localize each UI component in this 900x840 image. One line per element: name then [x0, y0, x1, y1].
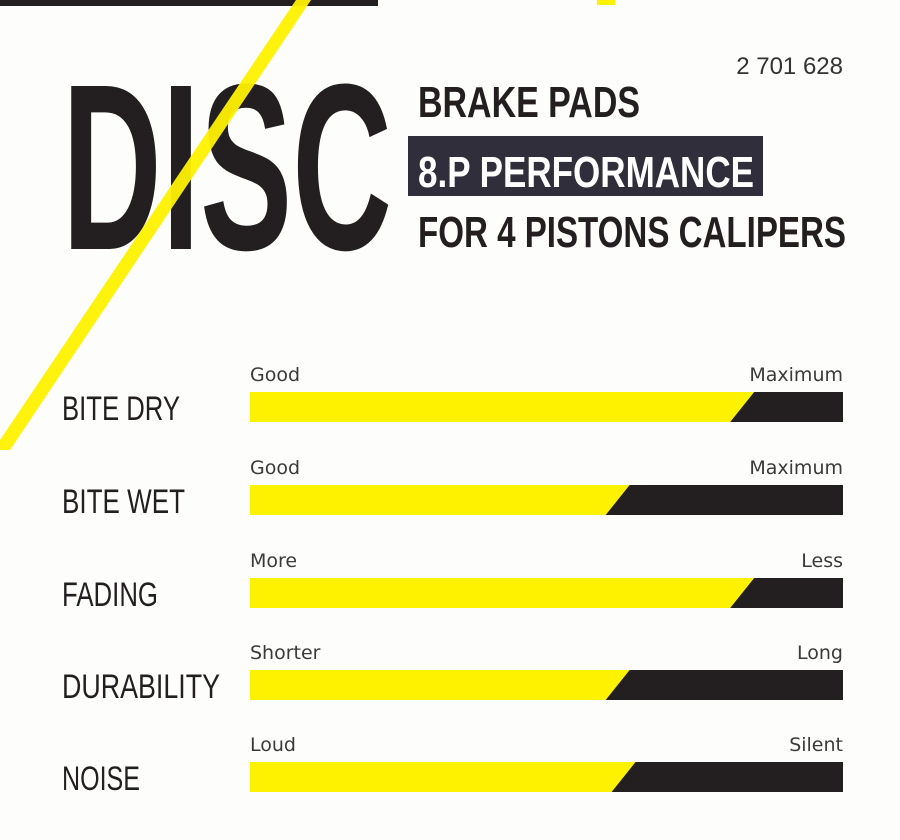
- scale-high-label-durability: Long: [797, 642, 843, 664]
- bar-value-fading: [730, 578, 843, 608]
- category-label-bite-wet: BITE WET: [62, 483, 185, 521]
- scale-low-label-fading: More: [250, 550, 298, 572]
- bar-value-durability: [605, 670, 843, 700]
- scale-low-label-bite-dry: Good: [250, 364, 301, 386]
- title-line-1: BRAKE PADS: [418, 78, 640, 127]
- top-yellow-mark: [597, 0, 615, 5]
- scale-high-label-bite-wet: Maximum: [749, 457, 843, 479]
- scale-high-label-fading: Less: [801, 550, 843, 572]
- category-label-durability: DURABILITY: [62, 668, 220, 706]
- scale-low-label-noise: Loud: [250, 734, 296, 756]
- category-label-noise: NOISE: [62, 760, 140, 798]
- scale-low-label-bite-wet: Good: [250, 457, 301, 479]
- title-line-2: 8.P PERFORMANCE: [418, 148, 754, 197]
- top-black-strip: [0, 0, 378, 6]
- highlight-box: [408, 136, 763, 196]
- category-label-fading: FADING: [62, 576, 158, 614]
- bar-value-bite-wet: [605, 485, 843, 515]
- rating-bars: [250, 392, 843, 792]
- bar-value-bite-dry: [730, 392, 843, 422]
- scale-low-label-durability: Shorter: [250, 642, 321, 664]
- scale-high-label-noise: Silent: [789, 734, 843, 756]
- bar-value-noise: [611, 762, 843, 792]
- category-label-bite-dry: BITE DRY: [62, 390, 180, 428]
- title-line-3: FOR 4 PISTONS CALIPERS: [418, 208, 846, 257]
- brand-word: DISC: [62, 35, 392, 300]
- scale-high-label-bite-dry: Maximum: [749, 364, 843, 386]
- article-number: 2 701 628: [736, 53, 843, 80]
